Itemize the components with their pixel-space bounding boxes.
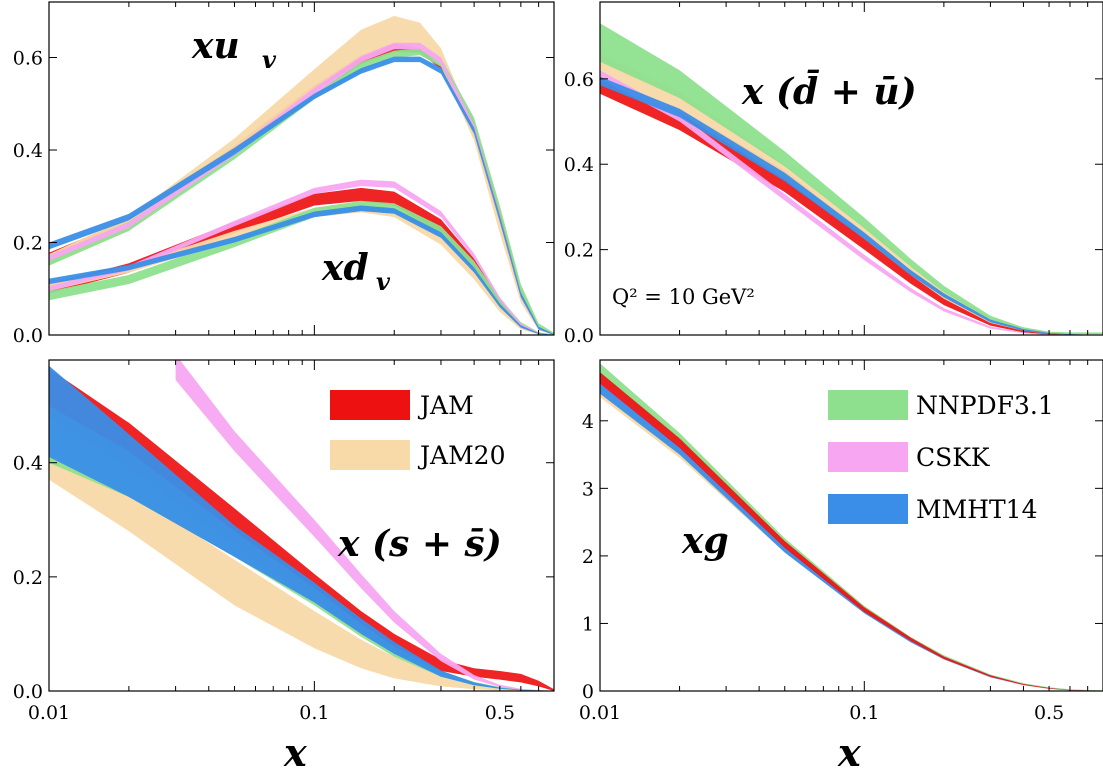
- legend-label-jam: JAM: [417, 391, 474, 420]
- ytick-label-2: 0.4: [13, 140, 43, 162]
- label-xuv: xu: [191, 25, 240, 67]
- ticks-strange: 0.0 0.2 0.4 0.01 0.1 0.5: [13, 360, 554, 724]
- ytick-label-1: 0.2: [13, 233, 43, 255]
- band-valence-xdv-jam20: [49, 203, 554, 335]
- legend-swatch-cskk: [828, 442, 908, 472]
- ytick-label-2: 0.4: [564, 154, 594, 176]
- bands-strange: [49, 360, 554, 691]
- xlabel-left: x: [283, 730, 308, 774]
- xtick-label-2: 0.5: [485, 702, 515, 724]
- legend-label-jam20: JAM20: [417, 441, 506, 470]
- ytick-label-3: 3: [582, 478, 594, 500]
- ytick-label-3: 0.6: [13, 48, 43, 70]
- xtick-label-0: 0.01: [579, 702, 621, 724]
- panel-sea: 0.0 0.2 0.4 0.6 x (d̄ + ū) Q² = 10 GeV²: [564, 1, 1103, 347]
- bands-valence: [49, 15, 554, 335]
- xtick-label-1: 0.1: [299, 702, 329, 724]
- legend-swatch-mmht: [828, 494, 908, 524]
- panel-strange: 0.0 0.2 0.4 0.01 0.1 0.5 x (s + s̄) JAM JAM20: [13, 359, 555, 724]
- legend-left: JAM JAM20: [330, 390, 506, 470]
- ticks-gluon: 0 1 2 3 4 0.01 0.1 0.5: [579, 360, 1103, 724]
- ytick-label-0: 0.0: [13, 325, 43, 347]
- band-valence-xuv-jam20: [49, 15, 554, 335]
- band-valence-xdv-nnpdf3-1: [49, 200, 554, 335]
- band-sea-mmht14: [600, 76, 1103, 335]
- legend-label-cskk: CSKK: [916, 443, 991, 472]
- panel-valence: 0.0 0.2 0.4 0.6 xu v xd v: [13, 1, 555, 347]
- frame-sea: [599, 1, 1103, 336]
- ticks-sea: 0.0 0.2 0.4 0.6: [564, 2, 1103, 347]
- label-sea: x (d̄ + ū): [741, 69, 917, 113]
- label-xdv: xd: [321, 247, 369, 289]
- xlabel-right: x: [837, 730, 862, 774]
- legend-swatch-jam: [330, 390, 410, 420]
- ytick-label-3: 0.6: [564, 69, 594, 91]
- bands-sea: [600, 23, 1103, 335]
- ytick-label-4: 4: [582, 411, 594, 433]
- label-gluon: xg: [681, 520, 729, 562]
- band-valence-xuv-cskk: [49, 42, 554, 335]
- frame-strange: [48, 359, 555, 692]
- ticks-valence: 0.0 0.2 0.4 0.6: [13, 2, 554, 347]
- xtick-label-2: 0.5: [1034, 702, 1064, 724]
- legend-label-mmht: MMHT14: [916, 495, 1037, 524]
- ytick-label-2: 2: [582, 546, 594, 568]
- band-gluon-cskk: [600, 378, 1103, 691]
- frame-gluon: [599, 359, 1103, 692]
- legend-right: NNPDF3.1 CSKK MMHT14: [828, 390, 1054, 524]
- panel-gluon: 0 1 2 3 4 0.01 0.1 0.5 xg NNPDF3.1 CSKK MMHT14: [579, 359, 1103, 724]
- ytick-label-0: 0: [582, 681, 594, 703]
- ytick-label-1: 0.2: [13, 567, 43, 589]
- xtick-label-1: 0.1: [849, 702, 879, 724]
- ytick-label-1: 1: [582, 613, 594, 635]
- label-strange: x (s + s̄): [337, 523, 502, 565]
- band-sea-nnpdf3-1: [600, 23, 1103, 335]
- label-xdv-sub: v: [376, 267, 391, 296]
- label-xuv-sub: v: [262, 45, 277, 74]
- ytick-label-1: 0.2: [564, 240, 594, 262]
- frame-valence: [48, 1, 555, 336]
- band-valence-xdv-cskk: [49, 179, 554, 335]
- band-gluon-jam: [600, 372, 1103, 691]
- annotation-q2: Q² = 10 GeV²: [612, 285, 755, 309]
- xtick-label-0: 0.01: [28, 702, 70, 724]
- legend-label-nnpdf: NNPDF3.1: [916, 391, 1054, 420]
- ytick-label-2: 0.4: [13, 453, 43, 475]
- ytick-label-0: 0.0: [13, 681, 43, 703]
- legend-swatch-nnpdf: [828, 390, 908, 420]
- legend-swatch-jam20: [330, 440, 410, 470]
- ytick-label-0: 0.0: [564, 325, 594, 347]
